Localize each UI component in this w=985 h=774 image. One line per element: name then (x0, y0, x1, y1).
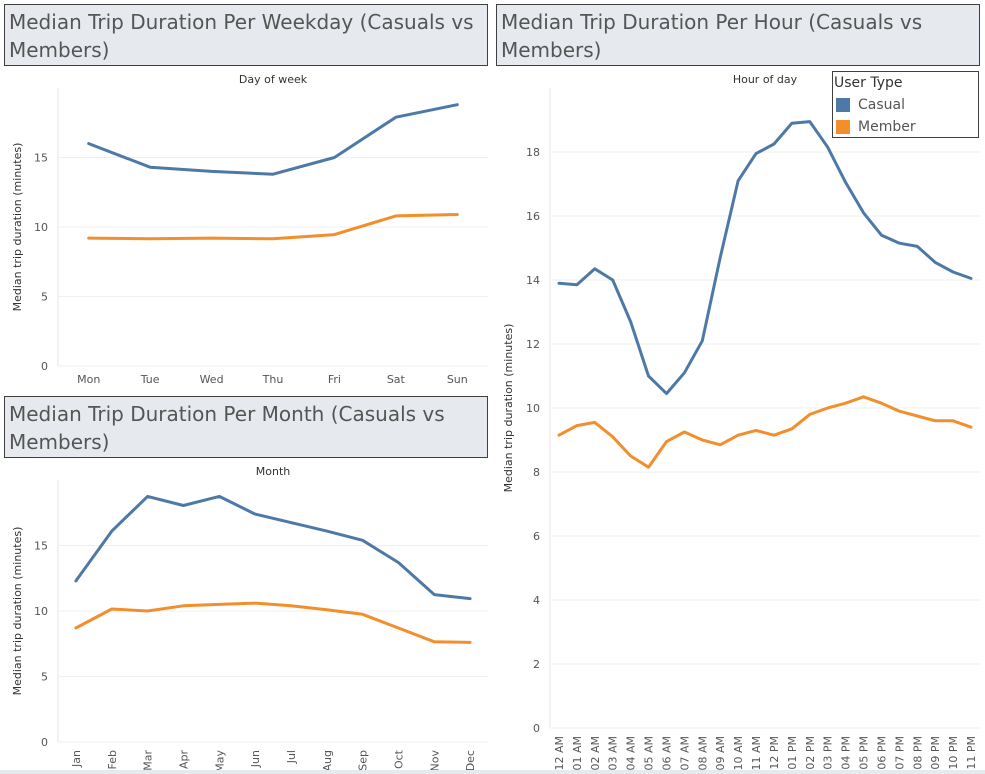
hour-y-tick-label: 14 (526, 274, 540, 287)
hour-x-tick-label: 03 AM (607, 736, 620, 770)
month-y-tick-label: 10 (34, 605, 48, 618)
hour-line-chart[interactable]: Hour of day Median trip duration (minutes… (495, 66, 985, 770)
month-x-tick-label: Feb (106, 750, 119, 769)
hour-y-tick-label: 4 (533, 594, 540, 607)
hour-x-tick-label: 08 AM (696, 736, 709, 770)
month-chart-title: Median Trip Duration Per Month (Casuals … (4, 396, 488, 458)
hour-chart-title: Median Trip Duration Per Hour (Casuals v… (496, 4, 980, 66)
weekday-y-tick-label: 0 (41, 360, 48, 373)
hour-x-tick-label: 10 PM (947, 736, 960, 770)
hour-x-tick-label: 11 PM (965, 736, 978, 770)
hour-x-tick-label: 02 PM (804, 736, 817, 770)
weekday-y-tick-label: 10 (34, 221, 48, 234)
hour-y-tick-label: 0 (533, 722, 540, 735)
legend-label-casual: Casual (858, 97, 905, 113)
month-x-tick-label: Dec (464, 750, 477, 770)
weekday-x-tick-label: Wed (200, 373, 224, 386)
month-x-tick-label: Apr (177, 750, 190, 770)
legend-label-member: Member (858, 119, 916, 135)
hour-x-tick-label: 02 AM (589, 736, 602, 770)
month-series-line-casual (74, 494, 472, 601)
hour-x-tick-label: 01 AM (571, 736, 584, 770)
hour-x-tick-label: 03 PM (822, 736, 835, 770)
month-x-tick-label: Mar (142, 750, 155, 770)
weekday-y-tick-label: 15 (34, 152, 48, 165)
legend-swatch-member (836, 120, 850, 134)
hour-x-tick-label: 04 PM (840, 736, 853, 770)
month-line-chart[interactable]: Month Median trip duration (minutes) 0 5 10 1… (0, 458, 490, 770)
hour-y-tick-label: 12 (526, 338, 540, 351)
hour-series-line-casual (557, 120, 973, 396)
hour-x-tick-label: 08 PM (911, 736, 924, 770)
hour-x-tick-label: 06 AM (660, 736, 673, 770)
month-x-tick-label: Sep (357, 750, 370, 770)
weekday-x-tick-label: Mon (77, 373, 100, 386)
bottom-strip (0, 770, 985, 774)
hour-x-axis-title: Hour of day (733, 73, 798, 86)
month-x-tick-label: Jun (249, 750, 262, 768)
legend-title: User Type (834, 75, 903, 91)
hour-x-tick-label: 04 AM (625, 736, 638, 770)
weekday-series-line-member (87, 213, 459, 241)
hour-x-tick-label: 12 PM (768, 736, 781, 770)
hour-x-tick-label: 07 AM (678, 736, 691, 770)
month-y-tick-label: 0 (41, 736, 48, 749)
hour-y-tick-label: 2 (533, 658, 540, 671)
weekday-x-tick-label: Sun (447, 373, 468, 386)
month-series-line-member (74, 601, 472, 644)
hour-x-tick-label: 11 AM (750, 736, 763, 770)
hour-x-tick-label: 09 AM (714, 736, 727, 770)
month-y-tick-label: 5 (41, 671, 48, 684)
weekday-series-line-casual (87, 103, 459, 176)
hour-x-tick-label: 01 PM (786, 736, 799, 770)
hour-x-tick-label: 06 PM (875, 736, 888, 770)
hour-series-line-member (557, 395, 973, 469)
hour-x-tick-label: 09 PM (929, 736, 942, 770)
legend-item-member[interactable]: Member (833, 116, 978, 138)
hour-y-tick-label: 16 (526, 210, 540, 223)
hour-y-tick-label: 18 (526, 146, 540, 159)
weekday-x-tick-label: Sat (387, 373, 406, 386)
month-x-tick-label: Nov (428, 750, 441, 770)
hour-x-tick-label: 05 PM (858, 736, 871, 770)
legend-item-casual[interactable]: Casual (833, 94, 978, 116)
hour-x-tick-label: 05 AM (643, 736, 656, 770)
weekday-chart-title: Median Trip Duration Per Weekday (Casual… (4, 4, 488, 66)
weekday-y-axis-title: Median trip duration (minutes) (11, 143, 24, 312)
month-y-axis-title: Median trip duration (minutes) (11, 527, 24, 696)
weekday-x-axis-title: Day of week (239, 73, 308, 86)
month-x-tick-label: Jan (70, 750, 83, 768)
hour-x-tick-label: 10 AM (732, 736, 745, 770)
hour-x-tick-label: 07 PM (893, 736, 906, 770)
weekday-x-tick-label: Tue (140, 373, 160, 386)
month-y-tick-label: 15 (34, 540, 48, 553)
month-x-tick-label: May (213, 750, 226, 770)
weekday-line-chart[interactable]: Day of week Median trip duration (minutes… (0, 66, 490, 394)
hour-y-tick-label: 10 (526, 402, 540, 415)
hour-y-tick-label: 6 (533, 530, 540, 543)
hour-y-axis-title: Median trip duration (minutes) (502, 324, 515, 493)
month-x-axis-title: Month (256, 465, 291, 478)
hour-y-tick-label: 8 (533, 466, 540, 479)
hour-x-tick-label: 12 AM (553, 736, 566, 770)
user-type-legend[interactable]: User Type Casual Member (832, 71, 979, 138)
month-x-tick-label: Oct (392, 749, 405, 769)
weekday-x-tick-label: Fri (328, 373, 341, 386)
month-x-tick-label: Jul (285, 750, 298, 764)
weekday-x-tick-label: Thu (262, 373, 284, 386)
month-x-tick-label: Aug (321, 750, 334, 770)
legend-swatch-casual (836, 98, 850, 112)
weekday-y-tick-label: 5 (41, 291, 48, 304)
